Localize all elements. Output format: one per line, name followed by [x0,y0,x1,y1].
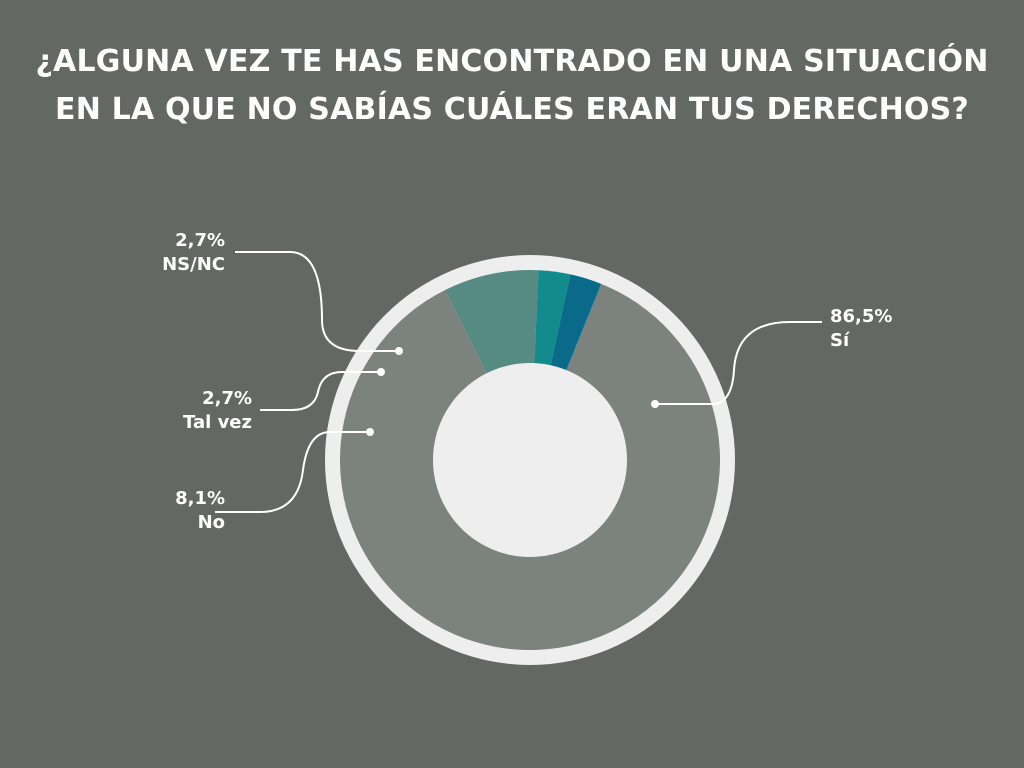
chart-title-line-1: ¿ALGUNA VEZ TE HAS ENCONTRADO EN UNA SIT… [35,44,989,79]
leader-tal-vez-dot [377,368,385,376]
chart-title-line-2: EN LA QUE NO SABÍAS CUÁLES ERAN TUS DERE… [55,92,969,127]
chart-title: ¿ALGUNA VEZ TE HAS ENCONTRADO EN UNA SIT… [0,38,1024,134]
label-name-nsnc: NS/NC [162,254,225,275]
leader-si [655,321,822,405]
label-value-si: 86,5% [830,306,892,327]
label-name-si: Sí [830,330,850,351]
label-value-tal-vez: 2,7% [202,388,252,409]
label-value-no: 8,1% [175,488,225,509]
leader-nsnc-dot [395,347,403,355]
label-name-tal-vez: Tal vez [183,412,252,433]
leader-no [215,431,370,513]
leader-dots [366,347,659,436]
leader-nsnc [235,251,399,352]
label-value-nsnc: 2,7% [175,230,225,251]
donut-hole [433,363,627,557]
label-name-no: No [198,512,225,533]
leader-lines [215,251,822,513]
leader-tal-vez [260,371,381,411]
leader-no-dot [366,428,374,436]
leader-si-dot [651,400,659,408]
